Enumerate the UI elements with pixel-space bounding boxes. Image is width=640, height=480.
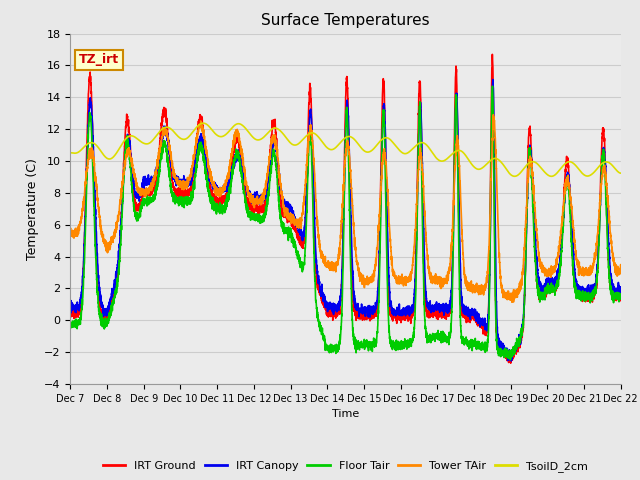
- Legend: IRT Ground, IRT Canopy, Floor Tair, Tower TAir, TsoilD_2cm: IRT Ground, IRT Canopy, Floor Tair, Towe…: [99, 457, 593, 477]
- Y-axis label: Temperature (C): Temperature (C): [26, 158, 38, 260]
- X-axis label: Time: Time: [332, 409, 359, 419]
- Text: TZ_irt: TZ_irt: [79, 53, 119, 66]
- Title: Surface Temperatures: Surface Temperatures: [261, 13, 430, 28]
